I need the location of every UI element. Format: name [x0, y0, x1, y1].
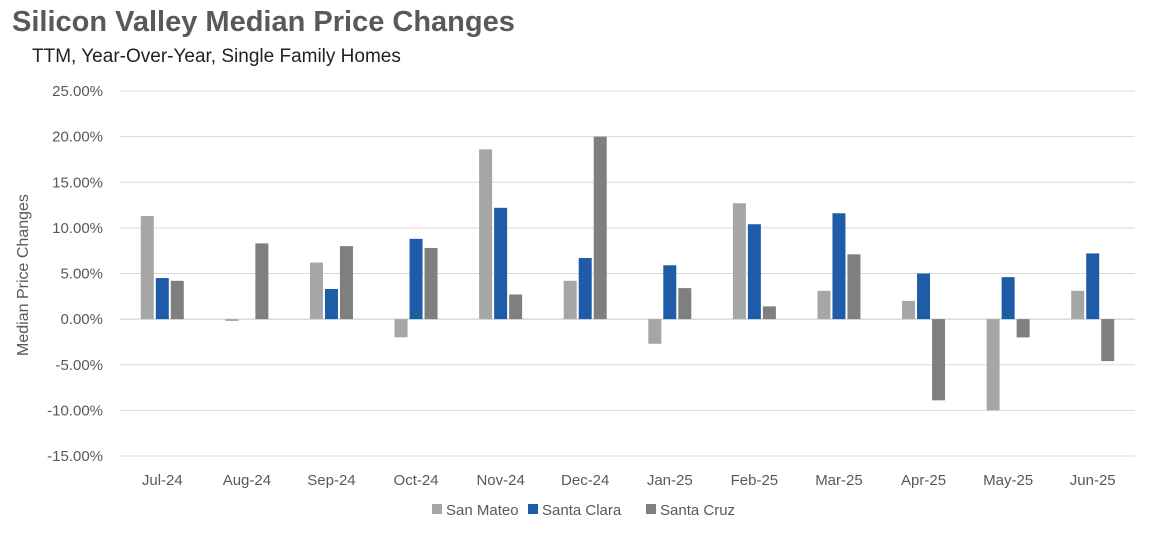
x-tick-label: Jul-24: [142, 472, 183, 489]
x-tick-label: Jun-25: [1070, 472, 1116, 489]
bar-san-mateo: [140, 216, 154, 320]
legend-swatch: [646, 504, 656, 514]
legend-label: Santa Cruz: [660, 502, 735, 519]
bar-santa-clara: [155, 278, 169, 320]
bar-san-mateo: [817, 290, 831, 320]
bar-santa-cruz: [932, 319, 946, 401]
bar-santa-clara: [832, 213, 846, 320]
bar-santa-clara: [409, 238, 423, 320]
bar-san-mateo: [479, 149, 493, 320]
x-tick-label: Oct-24: [394, 472, 439, 489]
bar-santa-cruz: [255, 243, 269, 320]
legend-swatch: [528, 504, 538, 514]
y-tick-label: 20.00%: [52, 129, 103, 146]
gridlines: [120, 90, 1135, 457]
y-axis-title: Median Price Changes: [15, 194, 32, 356]
x-tick-label: Apr-25: [901, 472, 946, 489]
bar-san-mateo: [309, 262, 323, 320]
y-tick-label: -5.00%: [55, 357, 103, 374]
bar-santa-cruz: [1101, 319, 1115, 362]
bar-santa-clara: [1086, 253, 1100, 320]
bar-santa-cruz: [509, 294, 523, 320]
y-tick-label: 5.00%: [60, 266, 103, 283]
bar-san-mateo: [648, 319, 662, 344]
y-tick-label: -10.00%: [47, 402, 103, 419]
x-tick-label: Mar-25: [815, 472, 863, 489]
bar-san-mateo: [902, 300, 916, 320]
bar-santa-cruz: [678, 288, 692, 320]
y-tick-label: 10.00%: [52, 220, 103, 237]
y-tick-label: 15.00%: [52, 174, 103, 191]
y-tick-label: -15.00%: [47, 448, 103, 465]
x-tick-label: Sep-24: [307, 472, 355, 489]
bar-santa-clara: [324, 289, 338, 320]
bar-santa-clara: [917, 273, 931, 320]
bar-santa-clara: [578, 257, 592, 320]
y-axis-tick-labels: 25.00% 20.00% 15.00% 10.00% 5.00% 0.00% -5.00%…: [47, 83, 103, 465]
bar-santa-clara: [747, 224, 761, 320]
legend-label: San Mateo: [446, 502, 519, 519]
x-tick-label: Jan-25: [647, 472, 693, 489]
legend: San Mateo Santa Clara Santa Cruz: [432, 502, 735, 519]
bar-san-mateo: [563, 280, 577, 320]
x-tick-label: Dec-24: [561, 472, 609, 489]
bar-santa-cruz: [339, 246, 353, 320]
chart-title: Silicon Valley Median Price Changes: [12, 6, 515, 38]
bar-santa-clara: [494, 207, 508, 320]
bar-santa-clara: [663, 265, 677, 320]
bar-santa-cruz: [762, 306, 776, 320]
x-tick-label: Aug-24: [223, 472, 271, 489]
bar-santa-cruz: [1016, 319, 1030, 338]
bar-san-mateo: [986, 319, 1000, 411]
y-tick-label: 0.00%: [60, 311, 103, 328]
bar-santa-cruz: [593, 136, 607, 320]
legend-swatch: [432, 504, 442, 514]
bar-santa-clara: [1001, 277, 1015, 320]
x-tick-label: Nov-24: [476, 472, 524, 489]
x-tick-label: Feb-25: [731, 472, 779, 489]
bar-santa-cruz: [424, 247, 438, 320]
bar-san-mateo: [225, 319, 239, 321]
chart-subtitle: TTM, Year-Over-Year, Single Family Homes: [32, 46, 401, 67]
y-tick-label: 25.00%: [52, 83, 103, 100]
bar-san-mateo: [394, 319, 408, 338]
bar-san-mateo: [732, 203, 746, 320]
legend-label: Santa Clara: [542, 502, 622, 519]
bar-santa-cruz: [847, 254, 861, 320]
x-axis-tick-labels: Jul-24 Aug-24 Sep-24 Oct-24 Nov-24 Dec-24 Jan-…: [142, 472, 1116, 489]
bar-san-mateo: [1071, 290, 1085, 320]
bar-santa-cruz: [170, 280, 184, 320]
x-tick-label: May-25: [983, 472, 1033, 489]
bars: [140, 136, 1115, 411]
